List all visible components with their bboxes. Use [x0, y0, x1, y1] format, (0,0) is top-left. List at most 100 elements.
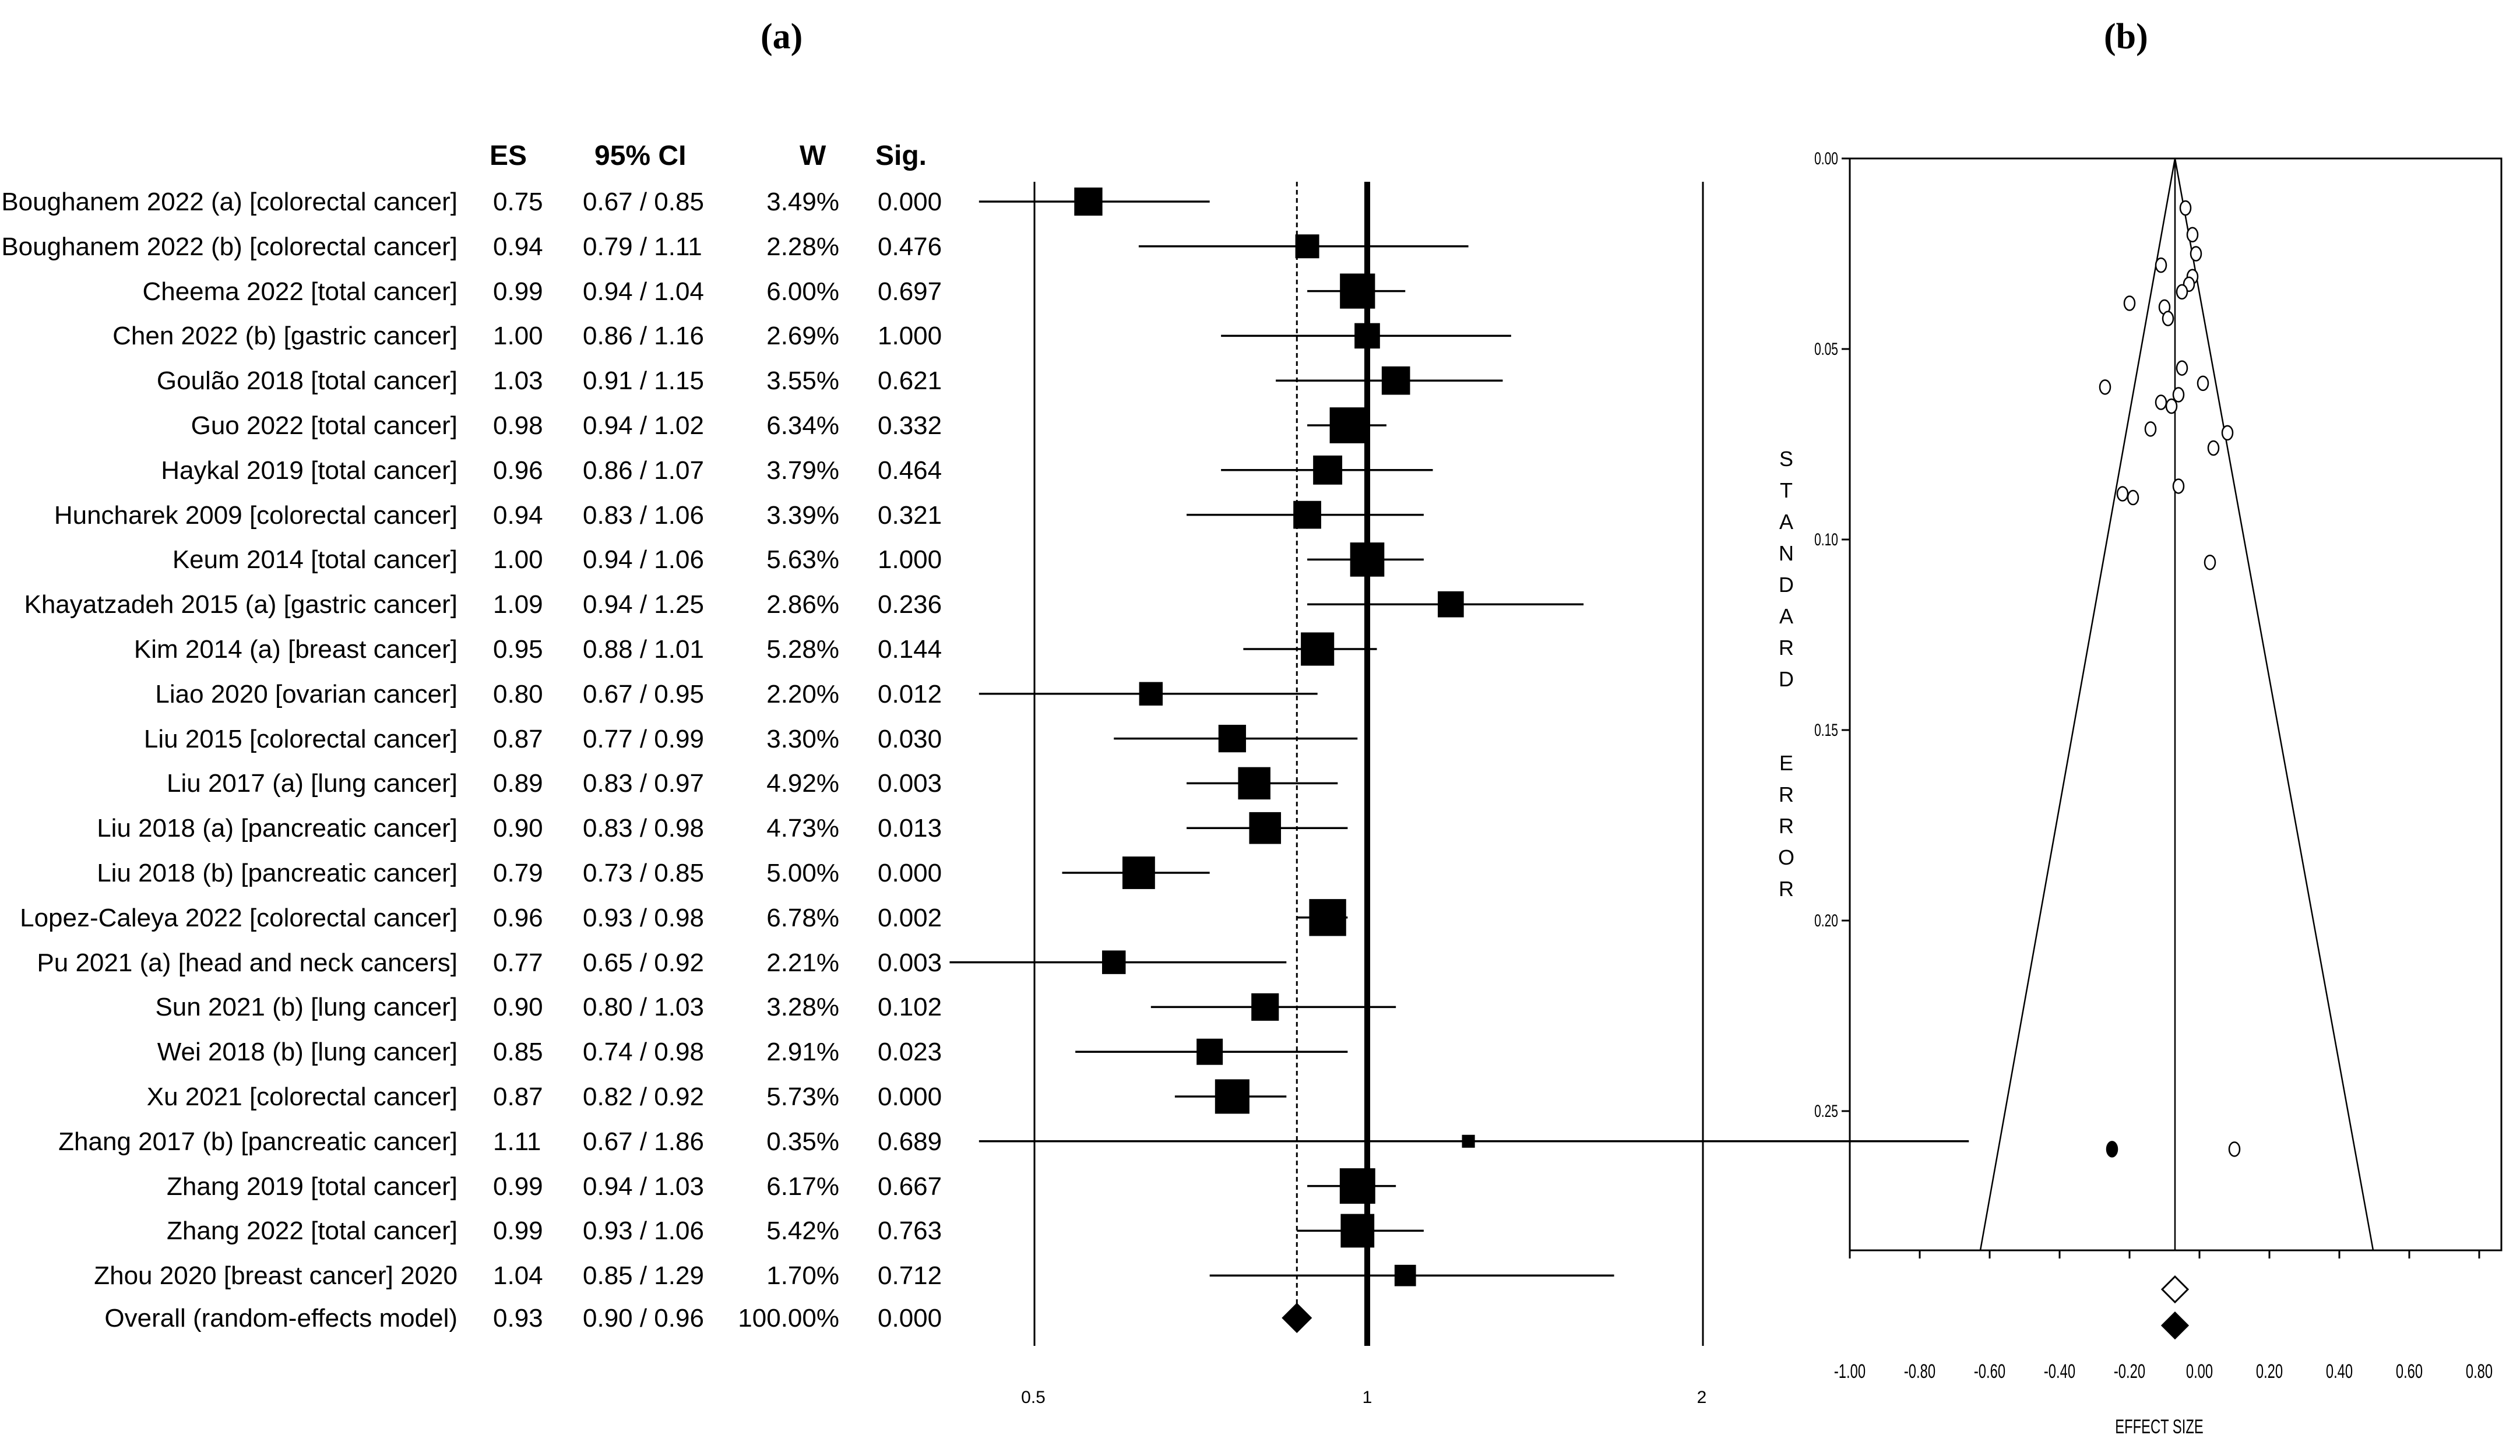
- es-value: 1.03: [493, 366, 543, 396]
- effect-square: [1350, 542, 1385, 577]
- funnel-x-tick-label: 0.40: [2326, 1360, 2353, 1383]
- effect-square: [1301, 632, 1335, 666]
- ci-value: 0.94 / 1.04: [583, 277, 704, 306]
- table-row: Khayatzadeh 2015 (a) [gastric cancer] 1.0…: [0, 587, 1002, 622]
- effect-square: [1309, 899, 1346, 936]
- observed-study-point: [2155, 394, 2167, 410]
- effect-square: [1295, 234, 1319, 259]
- sig-value: 0.000: [878, 1083, 942, 1111]
- funnel-y-tick-label: 0.25: [1814, 1102, 1838, 1121]
- funnel-x-tick-label: -0.60: [1974, 1360, 2005, 1383]
- effect-square: [1394, 1264, 1416, 1286]
- effect-square: [1215, 1079, 1250, 1114]
- ci-value: 0.65 / 0.92: [583, 948, 704, 977]
- observed-study-point: [2176, 360, 2188, 376]
- ci-value: 0.67 / 0.95: [583, 679, 704, 708]
- funnel-x-tick-label: -0.20: [2114, 1360, 2145, 1383]
- weight-value: 2.69%: [766, 322, 839, 351]
- sig-value: 1.000: [878, 545, 942, 574]
- es-value: 0.96: [493, 456, 543, 485]
- sig-value: 0.000: [878, 859, 942, 887]
- effect-square: [1238, 767, 1270, 800]
- observed-study-point: [2179, 200, 2192, 216]
- weight-value: 6.34%: [766, 411, 839, 440]
- ci-value: 0.86 / 1.07: [583, 456, 704, 485]
- funnel-y-tick-label: 0.05: [1814, 340, 1838, 359]
- weight-value: 100.00%: [738, 1304, 839, 1332]
- weight-value: 2.21%: [766, 948, 839, 977]
- table-row: Liu 2017 (a) [lung cancer] 0.89 0.83 / 0.9…: [0, 766, 1002, 801]
- study-label: Lopez-Caleya 2022 [colorectal cancer]: [20, 903, 457, 932]
- observed-study-point: [2207, 440, 2220, 456]
- observed-study-point: [2172, 387, 2185, 403]
- table-row: Zhang 2019 [total cancer] 0.99 0.94 / 1.03…: [0, 1169, 1002, 1204]
- study-label: Goulão 2018 [total cancer]: [156, 366, 457, 396]
- adjusted-summary-diamond: [2160, 1311, 2190, 1340]
- weight-value: 2.91%: [766, 1038, 839, 1067]
- es-value: 0.94: [493, 500, 543, 530]
- study-label: Zhang 2017 (b) [pancreatic cancer]: [58, 1127, 457, 1156]
- table-row: Liu 2015 [colorectal cancer] 0.87 0.77 / 0…: [0, 721, 1002, 756]
- effect-square: [1339, 1168, 1375, 1204]
- ci-value: 0.79 / 1.11: [583, 232, 702, 261]
- header-sig: Sig.: [875, 140, 927, 171]
- observed-study-point: [2221, 425, 2234, 441]
- sig-value: 0.236: [878, 590, 942, 619]
- overall-row: Overall (random-effects model) 0.93 0.90 /…: [0, 1300, 1002, 1335]
- sig-value: 0.000: [878, 188, 942, 216]
- study-label: Cheema 2022 [total cancer]: [142, 277, 457, 306]
- ci-value: 0.83 / 0.97: [583, 769, 704, 798]
- es-value: 0.87: [493, 1083, 543, 1111]
- table-row: Chen 2022 (b) [gastric cancer] 1.00 0.86 /…: [0, 318, 1002, 353]
- observed-study-point: [2162, 311, 2174, 326]
- es-value: 1.11: [493, 1127, 541, 1156]
- funnel-y-tick-label: 0.15: [1814, 721, 1838, 740]
- ci-value: 0.88 / 1.01: [583, 635, 704, 664]
- funnel-x-tick-label: 0.00: [2186, 1360, 2213, 1383]
- weight-value: 6.17%: [766, 1172, 839, 1201]
- table-row: Liu 2018 (b) [pancreatic cancer] 0.79 0.73…: [0, 855, 1002, 890]
- sig-value: 0.144: [878, 635, 942, 664]
- forest-x-tick-label: 2: [1697, 1388, 1707, 1407]
- es-value: 0.89: [493, 769, 543, 798]
- header-w: W: [800, 140, 826, 171]
- effect-square: [1249, 812, 1282, 844]
- es-value: 1.00: [493, 545, 543, 574]
- observed-study-point: [2155, 257, 2167, 273]
- table-row: Goulão 2018 [total cancer] 1.03 0.91 / 1.1…: [0, 363, 1002, 398]
- observed-study-point: [2172, 478, 2185, 494]
- ci-value: 0.73 / 0.85: [583, 859, 704, 887]
- study-label: Liu 2017 (a) [lung cancer]: [167, 769, 457, 798]
- study-label: Guo 2022 [total cancer]: [191, 411, 457, 440]
- study-label: Xu 2021 [colorectal cancer]: [146, 1083, 457, 1111]
- weight-value: 3.49%: [766, 188, 839, 216]
- table-row: Haykal 2019 [total cancer] 0.96 0.86 / 1.0…: [0, 453, 1002, 488]
- table-row: Huncharek 2009 [colorectal cancer] 0.94 0.…: [0, 498, 1002, 533]
- table-row: Zhang 2022 [total cancer] 0.99 0.93 / 1.06…: [0, 1213, 1002, 1248]
- effect-square: [1139, 682, 1163, 706]
- weight-value: 4.92%: [766, 769, 839, 798]
- study-label: Zhou 2020 [breast cancer] 2020: [94, 1261, 457, 1291]
- sig-value: 1.000: [878, 322, 942, 351]
- weight-value: 0.35%: [766, 1127, 839, 1156]
- effect-square: [1122, 856, 1155, 889]
- study-label: Liu 2018 (b) [pancreatic cancer]: [97, 859, 457, 887]
- observed-study-point: [2176, 284, 2188, 300]
- es-value: 1.00: [493, 322, 543, 351]
- ci-value: 0.67 / 1.86: [583, 1127, 704, 1156]
- study-label: Haykal 2019 [total cancer]: [161, 456, 457, 485]
- weight-value: 2.20%: [766, 679, 839, 708]
- weight-value: 2.28%: [766, 232, 839, 261]
- weight-value: 6.78%: [766, 903, 839, 932]
- ci-value: 0.83 / 0.98: [583, 814, 704, 843]
- es-value: 0.94: [493, 232, 543, 261]
- funnel-right-boundary: [2174, 158, 2374, 1251]
- es-value: 0.90: [493, 814, 543, 843]
- ci-value: 0.94 / 1.02: [583, 411, 704, 440]
- ci-value: 0.94 / 1.25: [583, 590, 704, 619]
- table-row: Liao 2020 [ovarian cancer] 0.80 0.67 / 0.9…: [0, 676, 1002, 711]
- weight-value: 5.28%: [766, 635, 839, 664]
- study-label: Overall (random-effects model): [104, 1304, 457, 1332]
- ci-value: 0.90 / 0.96: [583, 1304, 704, 1332]
